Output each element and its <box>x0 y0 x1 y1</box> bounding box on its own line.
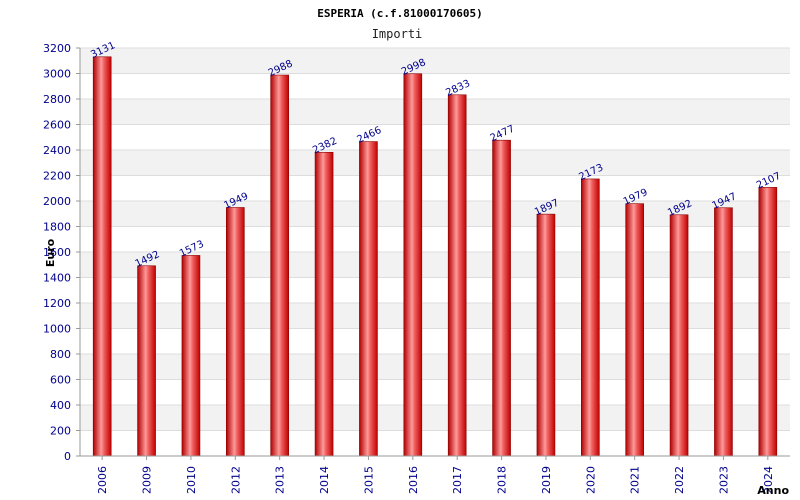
grid-band <box>80 48 790 74</box>
bar <box>181 255 201 457</box>
x-tick-label: 2013 <box>274 466 287 494</box>
y-tick-label: 1800 <box>43 221 71 234</box>
chart-subtitle: Importi <box>372 27 423 41</box>
y-tick-label: 200 <box>50 425 71 438</box>
bar <box>314 151 334 457</box>
bar <box>714 207 733 457</box>
x-tick-label: 2012 <box>229 466 242 494</box>
x-tick-label: 2015 <box>362 466 375 494</box>
y-tick-label: 2200 <box>43 170 71 183</box>
bar <box>447 94 467 457</box>
y-tick-label: 400 <box>50 399 71 412</box>
x-axis-title: Anno <box>757 484 789 497</box>
y-tick-label: 600 <box>50 374 71 387</box>
bar <box>137 265 156 457</box>
bar <box>226 207 245 457</box>
y-axis-title: Euro <box>44 238 57 267</box>
y-tick-label: 1400 <box>43 272 71 285</box>
grid-band <box>80 150 790 176</box>
x-tick-label: 2017 <box>451 466 464 494</box>
grid-band <box>80 99 790 125</box>
bar <box>669 214 689 457</box>
chart-title: ESPERIA (c.f.81000170605) <box>317 7 483 20</box>
y-tick-label: 800 <box>50 348 71 361</box>
x-tick-label: 2018 <box>496 466 509 494</box>
y-tick-label: 3200 <box>43 42 71 55</box>
x-tick-label: 2020 <box>584 466 597 494</box>
y-tick-label: 2000 <box>43 195 71 208</box>
x-tick-label: 2014 <box>318 466 331 494</box>
bar <box>359 141 378 457</box>
bar <box>758 187 778 457</box>
bar <box>92 56 112 457</box>
x-tick-label: 2022 <box>673 466 686 494</box>
y-tick-label: 1000 <box>43 323 71 336</box>
x-tick-label: 2023 <box>717 466 730 494</box>
bar <box>492 139 511 457</box>
x-tick-label: 2016 <box>407 466 420 494</box>
y-tick-label: 2400 <box>43 144 71 157</box>
bar <box>403 73 423 457</box>
y-tick-label: 3000 <box>43 68 71 81</box>
bar <box>625 203 644 457</box>
x-tick-label: 2010 <box>185 466 198 494</box>
x-tick-label: 2009 <box>141 466 154 494</box>
bar <box>270 74 289 457</box>
y-tick-label: 0 <box>64 450 71 463</box>
y-tick-label: 1600 <box>43 246 71 259</box>
x-tick-label: 2024 <box>762 466 775 494</box>
x-axis-ticks: 2006 2009 2010 2012 2013 2014 2015 2016 2017 2018… <box>96 456 775 494</box>
y-tick-label: 2800 <box>43 93 71 106</box>
bars <box>92 56 778 457</box>
x-tick-label: 2021 <box>629 466 642 494</box>
y-tick-label: 1200 <box>43 297 71 310</box>
x-tick-label: 2006 <box>96 466 109 494</box>
bar <box>536 213 556 457</box>
bar <box>581 178 600 457</box>
y-tick-label: 2600 <box>43 119 71 132</box>
y-axis-ticks: 0 200 400 600 800 1000 1200 1400 1600 1800 2000 220… <box>43 42 80 463</box>
x-tick-label: 2019 <box>540 466 553 494</box>
